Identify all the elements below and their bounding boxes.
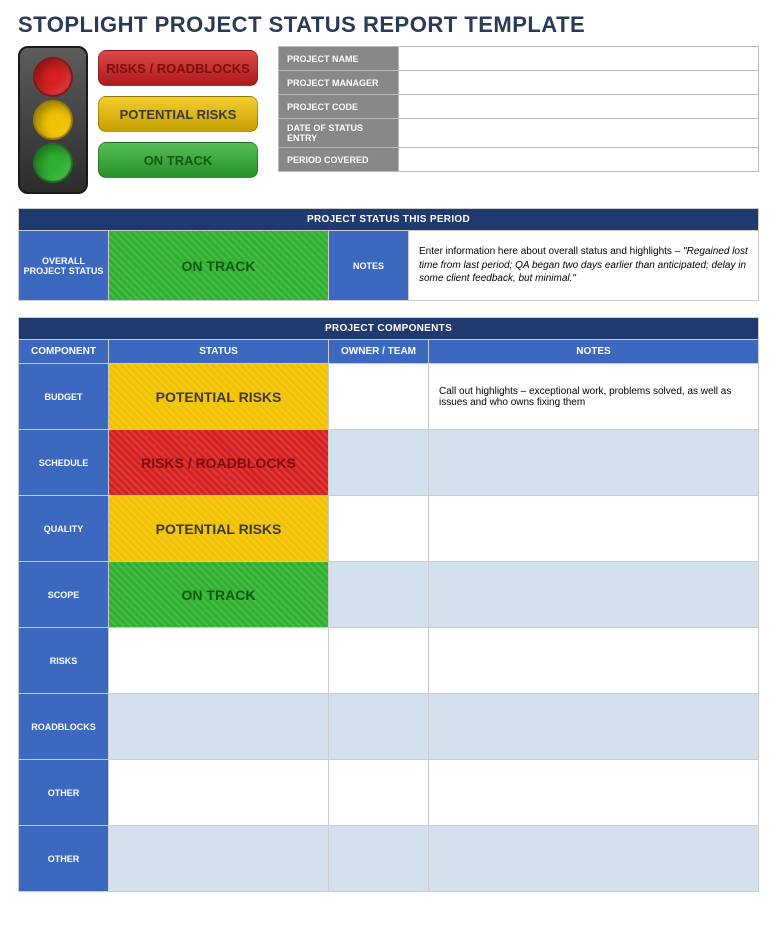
meta-label-period-covered: PERIOD COVERED — [279, 148, 399, 172]
component-owner[interactable] — [329, 562, 429, 628]
legend: RISKS / ROADBLOCKS POTENTIAL RISKS ON TR… — [98, 46, 258, 178]
components-table: PROJECT COMPONENTS COMPONENT STATUS OWNE… — [18, 317, 759, 892]
component-label: SCOPE — [19, 562, 109, 628]
meta-table: PROJECT NAME PROJECT MANAGER PROJECT COD… — [278, 46, 759, 172]
component-row: BUDGETPOTENTIAL RISKS Call out highlights… — [19, 364, 759, 430]
meta-label-project-code: PROJECT CODE — [279, 95, 399, 119]
component-label: SCHEDULE — [19, 430, 109, 496]
component-status: ON TRACK — [109, 562, 329, 628]
page-title: STOPLIGHT PROJECT STATUS REPORT TEMPLATE — [18, 12, 759, 38]
component-status: RISKS / ROADBLOCKS — [109, 430, 329, 496]
status-period-header: PROJECT STATUS THIS PERIOD — [19, 209, 759, 231]
meta-label-project-name: PROJECT NAME — [279, 47, 399, 71]
component-status — [109, 628, 329, 694]
stoplight-yellow-light — [33, 100, 73, 140]
overall-status-label: OVERALL PROJECT STATUS — [19, 231, 109, 301]
component-status: POTENTIAL RISKS — [109, 496, 329, 562]
meta-value-period-covered[interactable] — [399, 148, 759, 172]
overall-status-value: ON TRACK — [109, 231, 329, 301]
component-label: RISKS — [19, 628, 109, 694]
col-owner: OWNER / TEAM — [329, 340, 429, 364]
meta-value-project-manager[interactable] — [399, 71, 759, 95]
stoplight-red-light — [33, 57, 73, 97]
component-row: OTHER — [19, 826, 759, 892]
component-notes[interactable] — [429, 628, 759, 694]
component-owner[interactable] — [329, 760, 429, 826]
component-label: OTHER — [19, 760, 109, 826]
legend-ontrack: ON TRACK — [98, 142, 258, 178]
overall-notes-lead: Enter information here about overall sta… — [419, 246, 683, 257]
component-notes[interactable] — [429, 430, 759, 496]
component-owner[interactable] — [329, 430, 429, 496]
stoplight-graphic — [18, 46, 88, 194]
component-notes[interactable]: Call out highlights – exceptional work, … — [429, 364, 759, 430]
col-status: STATUS — [109, 340, 329, 364]
component-owner[interactable] — [329, 496, 429, 562]
components-header: PROJECT COMPONENTS — [19, 318, 759, 340]
status-period-table: PROJECT STATUS THIS PERIOD OVERALL PROJE… — [18, 208, 759, 301]
col-notes: NOTES — [429, 340, 759, 364]
component-row: SCHEDULERISKS / ROADBLOCKS — [19, 430, 759, 496]
component-row: RISKS — [19, 628, 759, 694]
top-section: RISKS / ROADBLOCKS POTENTIAL RISKS ON TR… — [18, 46, 759, 194]
component-label: QUALITY — [19, 496, 109, 562]
component-row: ROADBLOCKS — [19, 694, 759, 760]
component-notes[interactable] — [429, 562, 759, 628]
component-status — [109, 694, 329, 760]
component-owner[interactable] — [329, 694, 429, 760]
component-notes[interactable] — [429, 496, 759, 562]
overall-notes-cell[interactable]: Enter information here about overall sta… — [409, 231, 759, 301]
component-notes[interactable] — [429, 826, 759, 892]
component-label: OTHER — [19, 826, 109, 892]
legend-potential: POTENTIAL RISKS — [98, 96, 258, 132]
overall-notes-label: NOTES — [329, 231, 409, 301]
stoplight-green-light — [33, 143, 73, 183]
component-owner[interactable] — [329, 364, 429, 430]
component-label: BUDGET — [19, 364, 109, 430]
component-owner[interactable] — [329, 826, 429, 892]
component-owner[interactable] — [329, 628, 429, 694]
meta-value-project-name[interactable] — [399, 47, 759, 71]
component-status: POTENTIAL RISKS — [109, 364, 329, 430]
col-component: COMPONENT — [19, 340, 109, 364]
meta-value-date-status[interactable] — [399, 119, 759, 148]
component-notes[interactable] — [429, 694, 759, 760]
meta-label-project-manager: PROJECT MANAGER — [279, 71, 399, 95]
legend-risks: RISKS / ROADBLOCKS — [98, 50, 258, 86]
meta-value-project-code[interactable] — [399, 95, 759, 119]
component-row: SCOPEON TRACK — [19, 562, 759, 628]
component-status — [109, 826, 329, 892]
component-status — [109, 760, 329, 826]
component-notes[interactable] — [429, 760, 759, 826]
meta-label-date-status: DATE OF STATUS ENTRY — [279, 119, 399, 148]
component-row: OTHER — [19, 760, 759, 826]
component-label: ROADBLOCKS — [19, 694, 109, 760]
component-row: QUALITYPOTENTIAL RISKS — [19, 496, 759, 562]
